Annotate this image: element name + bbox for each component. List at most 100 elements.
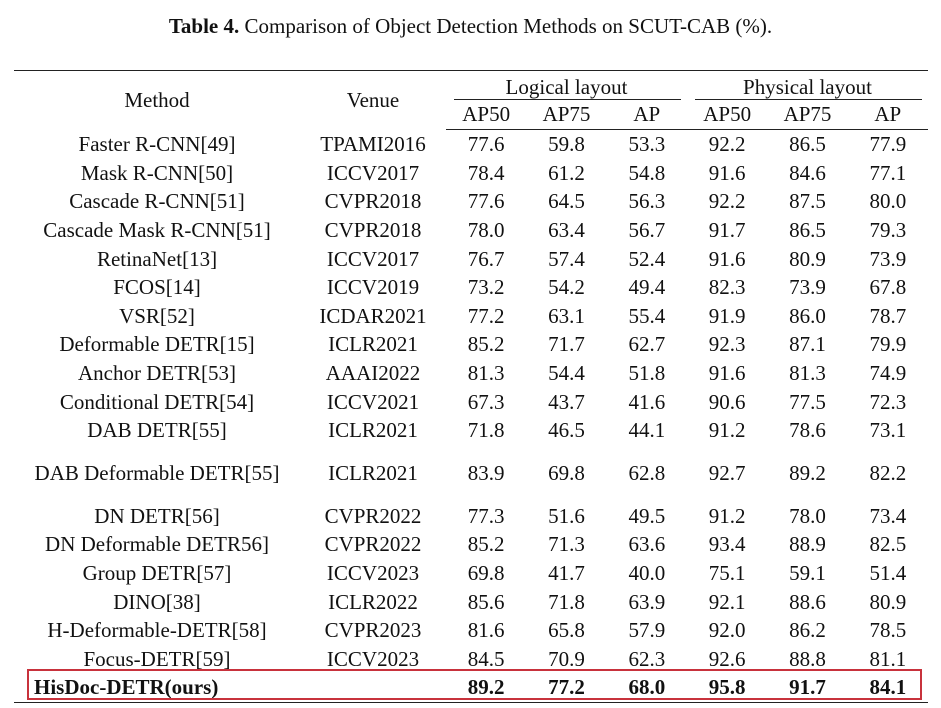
cell-value: 68.0 [606,673,687,703]
table-row: DAB DETR[55] ICLR2021 71.8 46.5 44.1 91.2 78.6… [14,416,928,445]
cell-venue: ICLR2022 [328,589,418,614]
cell-value: 80.0 [869,189,907,214]
cell-value: 79.3 [869,218,907,243]
header-col: AP50 [446,100,527,130]
cell-value: 84.1 [847,673,928,703]
table-row: FCOS[14] ICCV2019 73.2 54.2 49.4 82.3 73.9 67.8 [14,273,928,302]
cell-value: 63.6 [628,532,666,557]
table-row: Conditional DETR[54] ICCV2021 67.3 43.7 41.6… [14,387,928,416]
cell-value: 77.9 [869,132,907,157]
cell-value: 65.8 [548,618,585,643]
cell-value: 91.6 [708,361,746,386]
cell-value: 82.3 [708,275,746,300]
cell-value: 57.4 [548,246,585,271]
cell-method: Mask R-CNN[50] [80,160,234,185]
cell-value: 78.5 [869,618,907,643]
cell-value: 92.2 [708,132,746,157]
cell-venue: ICCV2017 [326,160,420,185]
cell-value: 71.7 [548,332,585,357]
table-row: Group DETR[57] ICCV2023 69.8 41.7 40.0 75.1 59… [14,559,928,588]
cell-value: 80.9 [789,246,826,271]
cell-value: 73.9 [789,275,826,300]
table-row: DINO[38] ICLR2022 85.6 71.8 63.9 92.1 88.6 80.9 [14,587,928,616]
table-row: RetinaNet[13] ICCV2017 76.7 57.4 52.4 91.6 80.… [14,244,928,273]
cell-value: 85.2 [467,332,505,357]
cell-value: 91.6 [708,246,746,271]
cell-method: DINO[38] [113,589,201,614]
table-body: Faster R-CNN[49] TPAMI2016 77.6 59.8 53.3 92.… [14,130,928,703]
cell-value: 69.8 [467,561,505,586]
cell-value: 91.7 [708,218,746,243]
cell-value: 85.2 [467,532,505,557]
cell-value: 88.6 [789,589,826,614]
cell-method: Conditional DETR[54] [59,389,255,414]
cell-method: DAB Deformable DETR[55] [34,461,280,486]
cell-venue: ICLR2021 [328,418,418,443]
table-row: Mask R-CNN[50] ICCV2017 78.4 61.2 54.8 91.6 84… [14,159,928,188]
cell-value: 73.9 [869,246,907,271]
cell-value: 57.9 [628,618,666,643]
header-col: AP [847,100,928,130]
cell-value: 88.9 [789,532,826,557]
cell-value: 67.8 [869,275,907,300]
table-row: Faster R-CNN[49] TPAMI2016 77.6 59.8 53.3 92.… [14,130,928,159]
cell-value: 71.3 [548,532,585,557]
cell-method: FCOS[14] [113,275,201,300]
table-row-ours: HisDoc-DETR(ours) 89.2 77.2 68.0 95.8 91.7 84.… [14,673,928,703]
cell-method: Anchor DETR[53] [77,361,237,386]
cell-value: 92.0 [708,618,746,643]
table-row: DN Deformable DETR56] CVPR2022 85.2 71.3 63.… [14,530,928,559]
cell-value: 59.1 [789,561,826,586]
cell-venue: ICCV2023 [326,561,420,586]
cell-venue: CVPR2022 [324,532,422,557]
cell-value: 41.7 [548,561,585,586]
cell-value: 77.2 [526,673,607,703]
cell-value: 62.3 [628,646,666,671]
cell-value: 51.6 [548,503,585,528]
cell-method: RetinaNet[13] [96,246,218,271]
cell-value: 92.2 [708,189,746,214]
cell-value: 69.8 [548,461,585,486]
cell-value: 62.7 [628,332,666,357]
cell-value: 78.0 [467,218,505,243]
header-col: AP75 [767,100,848,130]
cell-value: 52.4 [628,246,666,271]
cell-value: 56.7 [628,218,666,243]
cell-value: 67.3 [467,389,505,414]
cell-value: 80.9 [869,589,907,614]
cell-value: 91.6 [708,160,746,185]
cell-value: 91.9 [708,303,746,328]
cell-value: 90.6 [708,389,746,414]
cell-value: 92.7 [708,461,746,486]
cell-method: DAB DETR[55] [87,418,227,443]
cell-venue: ICCV2023 [326,646,420,671]
cell-value: 85.6 [467,589,505,614]
cell-value: 71.8 [548,589,585,614]
cell-value: 71.8 [467,418,505,443]
cell-value: 63.9 [628,589,666,614]
cell-value: 49.5 [628,503,666,528]
cell-value: 51.4 [869,561,907,586]
cell-venue: ICCV2017 [326,246,420,271]
cell-method: H-Deformable-DETR[58] [47,618,267,643]
cell-method: HisDoc-DETR(ours) [14,673,300,703]
cell-value: 81.3 [789,361,826,386]
cell-value: 92.1 [708,589,746,614]
comparison-table: Method Venue Logical layout Physical lay… [14,70,928,703]
cell-value: 63.4 [548,218,585,243]
cell-value: 62.8 [628,461,666,486]
caption-text: Comparison of Object Detection Methods o… [244,14,773,38]
cell-value: 77.2 [467,303,505,328]
cell-value: 84.5 [467,646,505,671]
cell-value: 49.4 [628,275,666,300]
cell-value: 92.3 [708,332,746,357]
table-row: VSR[52] ICDAR2021 77.2 63.1 55.4 91.9 86.0 78.7 [14,302,928,331]
cell-value: 92.6 [708,646,746,671]
cell-value: 77.6 [467,189,505,214]
cell-value: 78.0 [789,503,826,528]
cell-venue: CVPR2018 [324,189,422,214]
cell-value: 73.4 [869,503,907,528]
cell-value: 55.4 [628,303,666,328]
table-row: Cascade R-CNN[51] CVPR2018 77.6 64.5 56.3 92.… [14,187,928,216]
cell-value: 70.9 [548,646,585,671]
